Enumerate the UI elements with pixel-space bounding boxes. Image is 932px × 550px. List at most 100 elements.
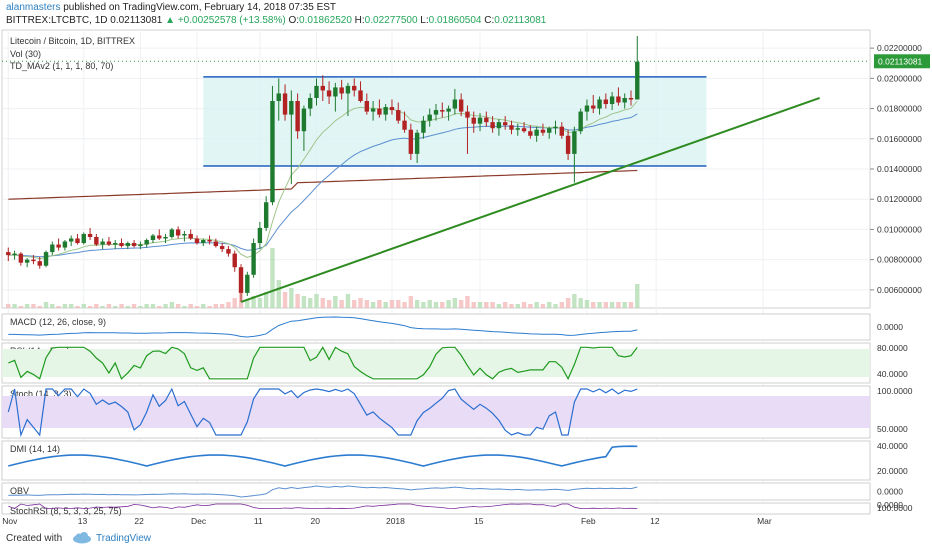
candle-body [333, 87, 338, 97]
candle-body [433, 110, 439, 115]
candle-body [440, 110, 445, 112]
volume-bar [333, 296, 338, 308]
volume-bar [565, 298, 571, 308]
candle-body [616, 96, 621, 103]
volume-bar [402, 302, 407, 308]
volume-bar [396, 300, 401, 308]
volume-bar [452, 298, 458, 308]
volume-bar [534, 302, 539, 308]
volume-bar [31, 304, 36, 308]
volume-bar [169, 302, 175, 308]
indicator-label: OBV [10, 486, 29, 496]
candle-body [326, 90, 332, 97]
volume-bar [584, 300, 590, 308]
indicator-axis-label: 0.0000 [877, 322, 903, 332]
candle-body [251, 243, 256, 275]
volume-bar [496, 304, 502, 308]
candle-body [125, 243, 130, 247]
time-tick-label: Feb [581, 516, 596, 526]
volume-bar [207, 306, 212, 308]
volume-bar [24, 304, 30, 308]
volume-bar [414, 300, 420, 308]
volume-bar [131, 304, 137, 308]
candle-body [301, 108, 307, 132]
volume-bar [87, 306, 93, 308]
volume-bar [226, 302, 231, 308]
last-price-label: 0.02113081 [878, 56, 923, 66]
candle-body [597, 99, 602, 109]
volume-bar [150, 304, 156, 308]
candle-body [194, 238, 200, 244]
candle-body [521, 128, 527, 132]
candle-body [471, 117, 476, 124]
author-link[interactable]: alanmasters [6, 2, 61, 13]
volume-bar [308, 298, 313, 308]
candle-body [144, 240, 149, 245]
indicator-axis-label: 40.0000 [877, 369, 908, 379]
change-value: ▲ +0.00252578 (+13.58%) [165, 15, 286, 26]
volume-bar [295, 294, 300, 308]
volume-bar [490, 302, 495, 308]
candle-body [377, 108, 382, 115]
candle-body [528, 131, 533, 136]
volume-bar [408, 296, 414, 308]
low-value: 0.01860504 [428, 15, 482, 26]
volume-bar [276, 280, 281, 308]
candle-body [358, 90, 363, 102]
volume-bar [591, 302, 596, 308]
last-price-value: 0.02113081 [110, 15, 163, 26]
candle-body [18, 253, 24, 263]
candle-body [553, 126, 558, 129]
candle-body [163, 236, 168, 239]
volume-bar [364, 300, 370, 308]
high-value: 0.02277500 [364, 15, 418, 26]
volume-bar [100, 306, 105, 308]
candle-body [31, 259, 36, 262]
volume-bar [509, 304, 514, 308]
candle-body [540, 129, 546, 133]
volume-bar [339, 300, 344, 308]
candle-body [446, 108, 451, 112]
candle-body [43, 252, 49, 266]
candle-body [565, 135, 571, 154]
publish-line: alanmasters published on TradingView.com… [6, 2, 336, 13]
candle-body [339, 87, 344, 94]
volume-bar [628, 302, 634, 308]
volume-bar [440, 302, 445, 308]
volume-bar [50, 304, 55, 308]
candle-body [157, 235, 162, 239]
volume-bar [56, 306, 61, 308]
candle-body [628, 97, 634, 100]
tradingview-cloud-icon [73, 532, 91, 544]
indicator-label: Stoch (14, 3, 3) [10, 389, 72, 399]
volume-bar [119, 304, 124, 308]
volume-bar [138, 306, 143, 308]
volume-bar [427, 300, 432, 308]
indicator-pane [1, 313, 871, 341]
candle-body [547, 128, 552, 133]
price-tick-label: 0.02000000 [877, 73, 922, 83]
candle-body [24, 259, 30, 263]
volume-bar [106, 304, 112, 308]
tradingview-link[interactable]: TradingView [96, 533, 152, 544]
chart-canvas[interactable]: MACD (12, 26, close, 9)0.0000RSI (14, cl… [0, 28, 932, 528]
low-label: L: [420, 15, 429, 26]
candle-body [276, 93, 281, 102]
volume-bar [421, 302, 426, 308]
volume-bar [37, 306, 42, 308]
footer: Created with TradingView [0, 528, 932, 550]
volume-bar [370, 302, 376, 308]
candle-body [175, 229, 181, 236]
stoch-k-line [7, 387, 638, 438]
volume-bar [219, 304, 225, 308]
volume-bar [289, 288, 294, 308]
volume-bar [609, 302, 615, 308]
volume-bar [635, 284, 640, 308]
volume-bar [18, 306, 24, 308]
indicator-axis-label: 50.0000 [877, 424, 908, 434]
candle-body [320, 85, 325, 91]
volume-bar [320, 298, 325, 308]
candle-body [502, 122, 508, 126]
indicator-label: MACD (12, 26, close, 9) [10, 317, 106, 327]
volume-bar [314, 294, 319, 308]
